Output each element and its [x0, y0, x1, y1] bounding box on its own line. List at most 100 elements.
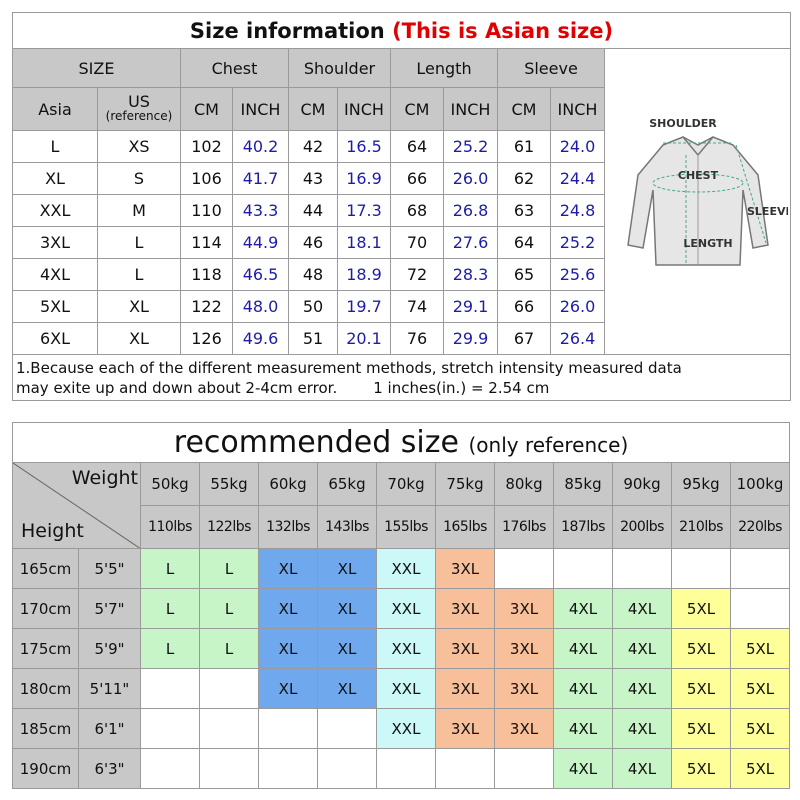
data-cell: 106 — [180, 162, 233, 195]
size-cell: XXL — [376, 668, 436, 709]
data-cell: 25.6 — [550, 258, 605, 291]
size-cell: XXL — [376, 548, 436, 589]
data-cell: 66 — [390, 162, 444, 195]
empty-cell — [494, 748, 554, 789]
sub-header: INCH — [337, 87, 391, 131]
data-cell: 48.0 — [232, 290, 289, 323]
data-cell: 16.5 — [337, 130, 391, 163]
height-ft: 6'1" — [78, 708, 141, 749]
size-cell: 4XL — [612, 668, 672, 709]
data-cell: XS — [97, 130, 181, 163]
height-label: Height — [21, 520, 84, 542]
data-cell: 25.2 — [550, 226, 605, 259]
weight-kg: 95kg — [671, 462, 731, 506]
size-cell: 5XL — [729, 628, 791, 669]
weight-kg: 75kg — [435, 462, 495, 506]
size-cell: 3XL — [435, 708, 495, 749]
size-cell: 4XL — [553, 588, 613, 629]
title-row: recommended size (only reference) — [11, 422, 791, 463]
empty-cell — [376, 748, 436, 789]
size-row: 180cm 5'11" XL XL XXL 3XL 3XL 4XL 4XL 5XL 5XL — [12, 668, 791, 709]
data-cell: 25.2 — [443, 130, 498, 163]
size-cell: XXL — [376, 588, 436, 629]
data-cell: 42 — [288, 130, 338, 163]
data-cell: 20.1 — [337, 322, 391, 355]
note-line: may exite up and down about 2-4cm error. — [16, 378, 338, 397]
size-cell: L — [140, 548, 200, 589]
data-cell: 19.7 — [337, 290, 391, 323]
data-cell: 5XL — [12, 290, 98, 323]
shoulder-label: SHOULDER — [649, 117, 717, 130]
data-row: 4XL L 118 46.5 48 18.9 72 28.3 65 25.6 — [12, 258, 791, 291]
empty-cell — [494, 548, 554, 589]
data-cell: 4XL — [12, 258, 98, 291]
size-cell: XXL — [376, 708, 436, 749]
data-cell: 26.8 — [443, 194, 498, 227]
height-ft: 5'7" — [78, 588, 141, 629]
size-cell: 4XL — [612, 748, 672, 789]
sub-header: INCH — [443, 87, 498, 131]
weight-lbs: 122lbs — [199, 505, 259, 549]
data-cell: S — [97, 162, 181, 195]
data-cell: 29.9 — [443, 322, 498, 355]
data-cell: XL — [97, 290, 181, 323]
data-cell: XXL — [12, 194, 98, 227]
note-line: 1.Because each of the different measurem… — [16, 358, 682, 377]
empty-cell — [140, 748, 200, 789]
data-cell: 26.0 — [443, 162, 498, 195]
data-cell: 51 — [288, 322, 338, 355]
weight-kg: 80kg — [494, 462, 554, 506]
title-row: Size information (This is Asian size) — [11, 12, 792, 49]
size-cell: 3XL — [494, 668, 554, 709]
size-cell: 5XL — [671, 588, 731, 629]
height-cm: 175cm — [12, 628, 79, 669]
size-cell: 3XL — [494, 588, 554, 629]
size-row: 170cm 5'7" L L XL XL XXL 3XL 3XL 4XL 4XL 5XL — [12, 588, 791, 629]
data-cell: 64 — [497, 226, 551, 259]
size-cell: XL — [317, 588, 377, 629]
data-cell: 72 — [390, 258, 444, 291]
size-row: 175cm 5'9" L L XL XL XXL 3XL 3XL 4XL 4XL 5XL 5XL — [12, 628, 791, 669]
data-row: XL S 106 41.7 43 16.9 66 26.0 62 24.4 — [12, 162, 791, 195]
data-cell: 28.3 — [443, 258, 498, 291]
data-cell: 26.4 — [550, 322, 605, 355]
data-cell: 43.3 — [232, 194, 289, 227]
empty-cell — [729, 588, 791, 629]
weight-kg: 65kg — [317, 462, 377, 506]
weight-kg: 90kg — [612, 462, 672, 506]
data-cell: 41.7 — [232, 162, 289, 195]
title: Size information — [189, 18, 385, 43]
data-cell: 24.4 — [550, 162, 605, 195]
weight-label: Weight — [71, 467, 138, 489]
title-note: (only reference) — [468, 433, 629, 457]
weight-lbs: 220lbs — [729, 505, 791, 549]
data-cell: 3XL — [12, 226, 98, 259]
weight-kg: 70kg — [376, 462, 436, 506]
weight-kg: 85kg — [553, 462, 613, 506]
note-line: may exite up and down about 2-4cm error.… — [16, 378, 790, 398]
data-cell: 76 — [390, 322, 444, 355]
data-cell: 50 — [288, 290, 338, 323]
title-cell: recommended size (only reference) — [11, 422, 791, 463]
size-cell: 4XL — [553, 748, 613, 789]
data-cell: 24.0 — [550, 130, 605, 163]
size-info-table: Size information (This is Asian size) SIZ… — [11, 12, 792, 401]
chest-line — [652, 173, 743, 192]
data-cell: 26.0 — [550, 290, 605, 323]
sub-header: CM — [288, 87, 338, 131]
corner-cell: Weight Height — [12, 462, 141, 549]
us-label: US — [128, 92, 150, 111]
data-cell: L — [97, 226, 181, 259]
size-cell: 5XL — [729, 708, 791, 749]
size-cell: 3XL — [435, 548, 495, 589]
data-cell: 18.1 — [337, 226, 391, 259]
size-cell: 5XL — [729, 748, 791, 789]
size-cell: XL — [317, 628, 377, 669]
size-cell: L — [140, 588, 200, 629]
data-cell: 46 — [288, 226, 338, 259]
sub-header: Asia — [12, 87, 98, 131]
us-note: (reference) — [105, 109, 173, 123]
group-header: SIZE — [12, 48, 181, 88]
title-note: (This is Asian size) — [392, 18, 614, 43]
